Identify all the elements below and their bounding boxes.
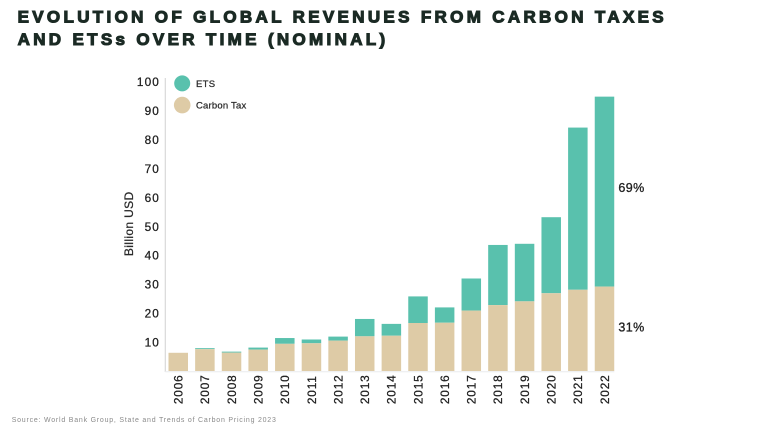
svg-text:2014: 2014 — [385, 374, 399, 404]
svg-text:Billion USD: Billion USD — [122, 192, 136, 257]
svg-text:2007: 2007 — [198, 374, 212, 404]
svg-text:69%: 69% — [618, 181, 644, 195]
svg-text:80: 80 — [145, 133, 160, 147]
svg-text:2009: 2009 — [251, 374, 265, 404]
svg-text:2020: 2020 — [545, 374, 559, 404]
svg-text:2010: 2010 — [278, 374, 292, 404]
svg-text:100: 100 — [137, 75, 160, 89]
svg-text:90: 90 — [145, 104, 160, 118]
svg-text:2019: 2019 — [518, 374, 532, 404]
svg-text:30: 30 — [145, 278, 160, 292]
svg-text:2011: 2011 — [305, 375, 319, 404]
svg-text:2018: 2018 — [491, 374, 505, 404]
svg-text:Carbon Tax: Carbon Tax — [196, 101, 246, 112]
svg-text:EVOLUTION OF GLOBAL REVENUES F: EVOLUTION OF GLOBAL REVENUES FROM CARBON… — [18, 7, 667, 26]
svg-text:Source: World Bank Group, Stat: Source: World Bank Group, State and Tren… — [12, 417, 277, 424]
svg-text:50: 50 — [145, 220, 160, 234]
svg-text:31%: 31% — [618, 321, 644, 335]
svg-text:2013: 2013 — [358, 374, 372, 404]
svg-text:2012: 2012 — [331, 374, 345, 404]
svg-text:2017: 2017 — [465, 374, 479, 404]
svg-text:20: 20 — [145, 306, 160, 320]
svg-text:40: 40 — [145, 249, 160, 263]
svg-text:2015: 2015 — [411, 374, 425, 404]
svg-text:2006: 2006 — [172, 374, 186, 404]
svg-text:ETS: ETS — [196, 79, 215, 90]
svg-text:60: 60 — [145, 191, 160, 205]
svg-text:2016: 2016 — [438, 374, 452, 404]
svg-text:70: 70 — [145, 162, 160, 176]
svg-text:10: 10 — [145, 335, 160, 349]
svg-text:2008: 2008 — [225, 374, 239, 404]
svg-text:2021: 2021 — [571, 374, 585, 404]
svg-text:2022: 2022 — [598, 374, 612, 404]
svg-text:AND ETSs OVER TIME (NOMINAL): AND ETSs OVER TIME (NOMINAL) — [18, 30, 389, 49]
